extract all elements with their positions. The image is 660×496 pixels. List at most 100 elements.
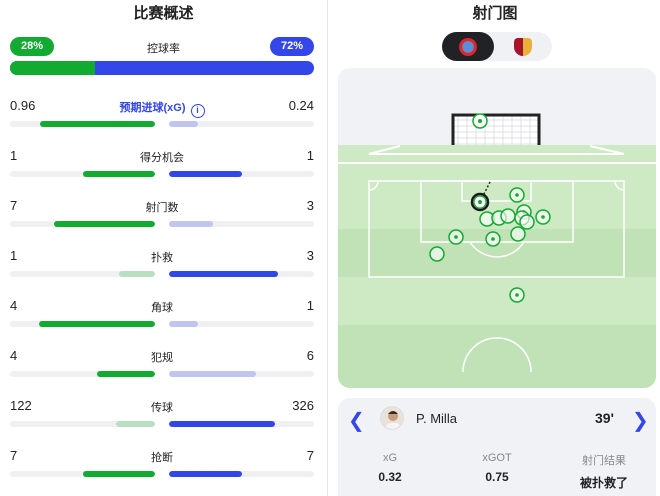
player-name: P. Milla xyxy=(416,411,457,426)
shot-map-pitch xyxy=(338,68,656,388)
away-value: 3 xyxy=(306,248,314,263)
result-label: 射门结果 xyxy=(582,455,626,467)
stat-row: 7 射门数 3 xyxy=(10,198,314,238)
stat-row: 0.96 预期进球(xG) i 0.24 xyxy=(10,98,314,138)
stat-label: 预期进球(xG) i xyxy=(10,99,314,118)
home-value: 7 xyxy=(10,448,18,463)
away-possession-badge: 72% xyxy=(270,37,314,56)
home-bar xyxy=(10,171,155,177)
info-icon[interactable]: i xyxy=(190,104,205,118)
shot-marker xyxy=(519,214,535,230)
stat-row: 4 犯规 6 xyxy=(10,348,314,388)
stat-label-text: 得分机会 xyxy=(140,152,184,164)
shot-on-target-dot xyxy=(454,235,458,239)
home-bar-fill xyxy=(97,371,155,377)
team-toggle-espanyol[interactable] xyxy=(442,32,494,61)
team-toggle[interactable] xyxy=(442,32,552,61)
home-value: 7 xyxy=(10,198,18,213)
away-bar-fill xyxy=(169,471,242,477)
pitch-stripe xyxy=(338,325,656,388)
shot-marker xyxy=(500,208,516,224)
shot-marker xyxy=(510,226,526,242)
home-bar xyxy=(10,371,155,377)
away-bar-fill xyxy=(169,371,256,377)
stat-row: 1 扑救 3 xyxy=(10,248,314,288)
away-bar xyxy=(169,221,314,227)
summary-title: 比赛概述 xyxy=(133,5,194,22)
stat-label-text: 犯规 xyxy=(151,352,173,364)
home-bar-fill xyxy=(53,221,155,227)
home-bar-fill xyxy=(115,421,155,427)
shot-on-target-dot xyxy=(515,293,519,297)
home-bar xyxy=(10,221,155,227)
away-bar-fill xyxy=(169,271,278,277)
espanyol-crest-icon xyxy=(459,38,477,56)
player-avatar xyxy=(380,406,404,430)
goal-frame xyxy=(451,113,541,145)
stat-row: 1 得分机会 1 xyxy=(10,148,314,188)
shot-on-target-dot xyxy=(515,193,519,197)
home-bar-fill xyxy=(39,321,155,327)
stat-label-text: 传球 xyxy=(151,402,173,414)
stat-label-text: 角球 xyxy=(151,302,173,314)
away-bar-fill xyxy=(169,221,213,227)
stat-label-text: 预期进球(xG) xyxy=(119,102,186,114)
selected-shot-dot xyxy=(478,200,482,204)
away-value: 1 xyxy=(306,148,314,163)
stat-row: 4 角球 1 xyxy=(10,298,314,338)
xg-value: 0.32 xyxy=(378,470,402,484)
away-bar-fill xyxy=(169,421,275,427)
corner-arc xyxy=(368,180,625,191)
home-possession-badge: 28% xyxy=(10,37,54,56)
home-bar xyxy=(10,271,155,277)
home-value: 4 xyxy=(10,298,18,313)
home-bar-fill xyxy=(82,471,155,477)
away-value: 6 xyxy=(306,348,314,363)
next-shot-chevron-icon[interactable]: ❯ xyxy=(632,410,649,432)
home-bar xyxy=(10,121,155,127)
stat-label-text: 射门数 xyxy=(145,202,179,214)
penalty-arc xyxy=(469,241,525,258)
xgot-label: xGOT xyxy=(482,452,512,464)
shot-on-target-dot xyxy=(541,215,545,219)
stat-row: 122 传球 326 xyxy=(10,398,314,438)
home-value: 1 xyxy=(10,248,18,263)
centre-circle xyxy=(462,337,532,373)
stat-label: 得分机会 xyxy=(10,149,314,165)
home-possession-fill xyxy=(10,61,96,75)
shot-marker xyxy=(429,246,445,262)
goal-line xyxy=(368,145,625,155)
away-value: 326 xyxy=(292,398,314,413)
shot-on-target-dot xyxy=(491,237,495,241)
goal-net xyxy=(452,113,540,145)
possession-label: 控球率 xyxy=(147,43,180,55)
previous-shot-chevron-icon[interactable]: ❮ xyxy=(348,410,365,432)
home-bar-fill xyxy=(118,271,155,277)
away-bar-fill xyxy=(169,321,198,327)
away-bar-fill xyxy=(169,171,242,177)
away-bar xyxy=(169,171,314,177)
shot-minute: 39' xyxy=(595,410,614,426)
home-bar xyxy=(10,321,155,327)
shotmap-title: 射门图 xyxy=(472,5,518,22)
home-bar-fill xyxy=(40,121,155,127)
away-bar-fill xyxy=(169,121,198,127)
away-bar xyxy=(169,271,314,277)
home-value: 122 xyxy=(10,398,32,413)
xg-column: xG 0.32 xyxy=(350,452,430,484)
goal-mouth-shot-dot xyxy=(478,119,482,123)
stat-label-text: 抢断 xyxy=(151,452,173,464)
stat-label: 抢断 xyxy=(10,449,314,465)
shot-detail-card: ❮ P. Milla 39' ❯ xG 0.32 xGOT 0.75 射门结果 被扑救… xyxy=(338,398,656,496)
stat-label: 扑救 xyxy=(10,249,314,265)
shotmap-panel: 射门图 ❮ P. Milla 39' ❯ xG 0.32 xGOT 0.75 射门结… xyxy=(330,0,660,496)
result-column: 射门结果 被扑救了 xyxy=(564,452,644,491)
away-bar xyxy=(169,371,314,377)
home-bar xyxy=(10,471,155,477)
away-bar xyxy=(169,421,314,427)
stat-label: 传球 xyxy=(10,399,314,415)
away-value: 0.24 xyxy=(288,98,314,113)
away-value: 3 xyxy=(306,198,314,213)
barcelona-crest-icon[interactable] xyxy=(514,38,532,56)
stat-label: 射门数 xyxy=(10,199,314,215)
